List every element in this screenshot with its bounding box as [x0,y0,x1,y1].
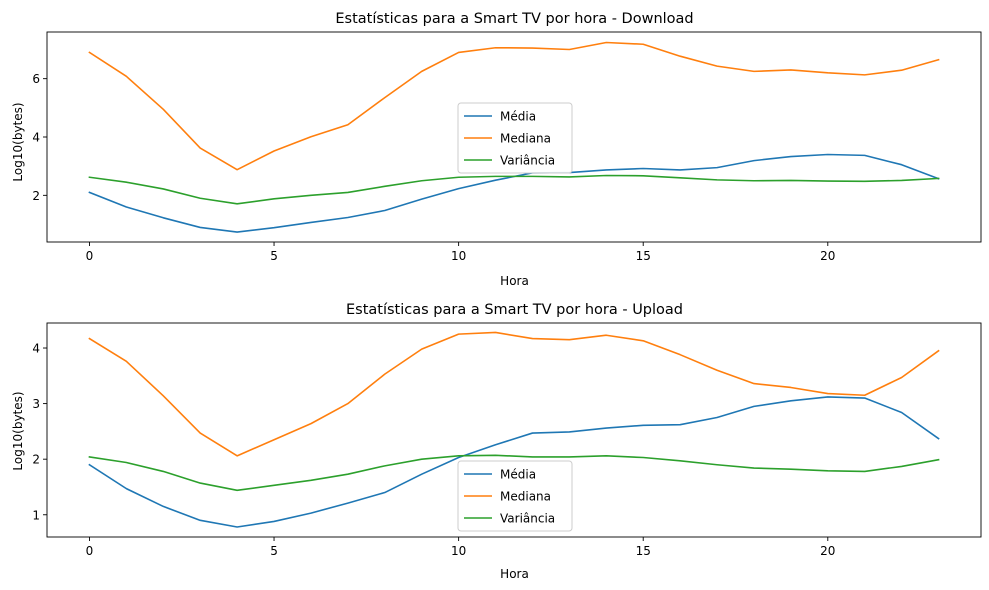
download-x-tick-label: 15 [636,249,651,263]
download-x-axis-label: Hora [500,274,529,288]
upload-x-tick-label: 0 [86,544,94,558]
upload-plot-area: 0 5 10 15 20 1 2 3 4 Média Mediana Variância [32,322,982,558]
upload-legend-label: Mediana [500,490,551,504]
download-legend: Média Mediana Variância [457,102,573,174]
upload-legend-label: Média [500,468,536,482]
upload-y-tick-label: 4 [32,342,40,356]
download-legend-label: Média [500,110,536,124]
download-x-tick-label: 5 [270,249,278,263]
upload-y-tick-label: 1 [32,508,40,522]
download-legend-box [457,102,573,174]
upload-y-tick-label: 2 [32,453,40,467]
upload-x-tick-label: 5 [270,544,278,558]
upload-series-line-variancia [88,454,940,492]
download-y-tick-label: 4 [32,131,40,145]
download-y-axis-label: Log10(bytes) [11,102,25,181]
download-subplot: Estatísticas para a Smart TV por hora - … [11,11,982,288]
download-x-tick-label: 10 [451,249,466,263]
upload-y-tick-label: 3 [32,397,40,411]
upload-x-tick-label: 15 [636,544,651,558]
upload-x-axis-label: Hora [500,567,529,581]
upload-y-axis-label: Log10(bytes) [11,391,25,470]
upload-x-tick-label: 20 [820,544,835,558]
download-legend-label: Mediana [500,132,551,146]
upload-axes-frame [46,322,982,538]
download-y-tick-label: 6 [32,72,40,86]
download-chart-title: Estatísticas para a Smart TV por hora - … [335,11,693,27]
upload-series-line-media [88,396,940,528]
upload-subplot: Estatísticas para a Smart TV por hora - … [11,302,982,581]
download-x-tick-label: 0 [86,249,94,263]
upload-chart-title: Estatísticas para a Smart TV por hora - … [346,302,683,318]
upload-legend-box [457,460,573,532]
upload-x-tick-label: 10 [451,544,466,558]
download-x-tick-label: 20 [820,249,835,263]
download-series-line-variancia [88,174,940,205]
download-plot-area: 0 5 10 15 20 2 4 6 Média Mediana Variância [32,31,982,263]
upload-series-line-mediana [88,331,940,457]
download-series-line-mediana [88,41,940,171]
download-legend-label: Variância [500,154,555,168]
download-y-tick-label: 2 [32,189,40,203]
upload-legend: Média Mediana Variância [457,460,573,532]
upload-legend-label: Variância [500,512,555,526]
